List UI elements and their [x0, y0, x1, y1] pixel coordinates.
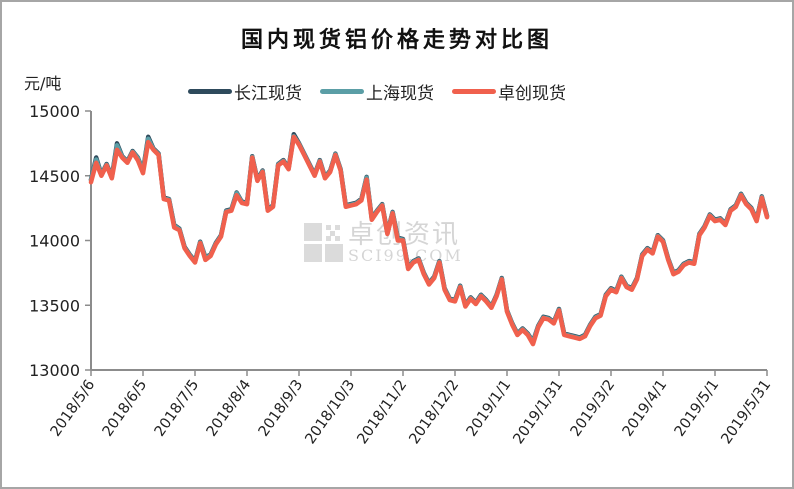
- x-tick-label: 2019/4/1: [620, 377, 670, 440]
- legend-swatch-icon: [452, 89, 496, 94]
- x-tick-label: 2018/11/2: [355, 377, 411, 447]
- y-tick-label: 13500: [29, 296, 80, 315]
- y-tick-label: 14500: [29, 167, 80, 186]
- legend-label: 上海现货: [366, 84, 434, 104]
- series-line-changjiang: [88, 131, 770, 344]
- x-tick-label: 2018/6/5: [100, 377, 150, 440]
- x-tick-label: 2018/10/3: [303, 377, 359, 447]
- y-axis-unit-label: 元/吨: [24, 74, 62, 93]
- x-tick-label: 2019/1/1: [464, 377, 514, 440]
- x-tick-label: 2019/5/1: [672, 377, 722, 440]
- x-tick-label: 2018/8/4: [204, 377, 254, 440]
- legend-item-shanghai: 上海现货: [320, 79, 434, 104]
- series-line-zhuochuang: [88, 134, 770, 347]
- legend-item-zhuochuang: 卓创现货: [452, 79, 566, 104]
- x-tick-label: 2018/5/6: [48, 377, 98, 440]
- series-line-shanghai: [88, 133, 770, 345]
- y-tick-label: 13000: [29, 361, 80, 380]
- y-tick-label: 14000: [29, 232, 80, 251]
- chart-title: 国内现货铝价格走势对比图: [240, 27, 553, 53]
- y-tick-label: 15000: [29, 102, 80, 121]
- legend-label: 卓创现货: [498, 84, 566, 104]
- x-tick-label: 2019/5/31: [719, 377, 775, 447]
- watermark-logo-icon: [304, 223, 344, 263]
- x-tick-label: 2019/3/2: [568, 377, 618, 440]
- x-tick-label: 2018/9/3: [256, 377, 306, 440]
- legend: 长江现货 上海现货 卓创现货: [188, 79, 566, 104]
- x-tick-label: 2019/1/31: [511, 377, 567, 447]
- x-tick-label: 2018/7/5: [152, 377, 202, 440]
- legend-item-changjiang: 长江现货: [188, 79, 302, 104]
- x-tick-label: 2018/12/2: [407, 377, 463, 447]
- legend-swatch-icon: [320, 89, 364, 94]
- legend-label: 长江现货: [234, 84, 302, 104]
- legend-swatch-icon: [188, 89, 232, 94]
